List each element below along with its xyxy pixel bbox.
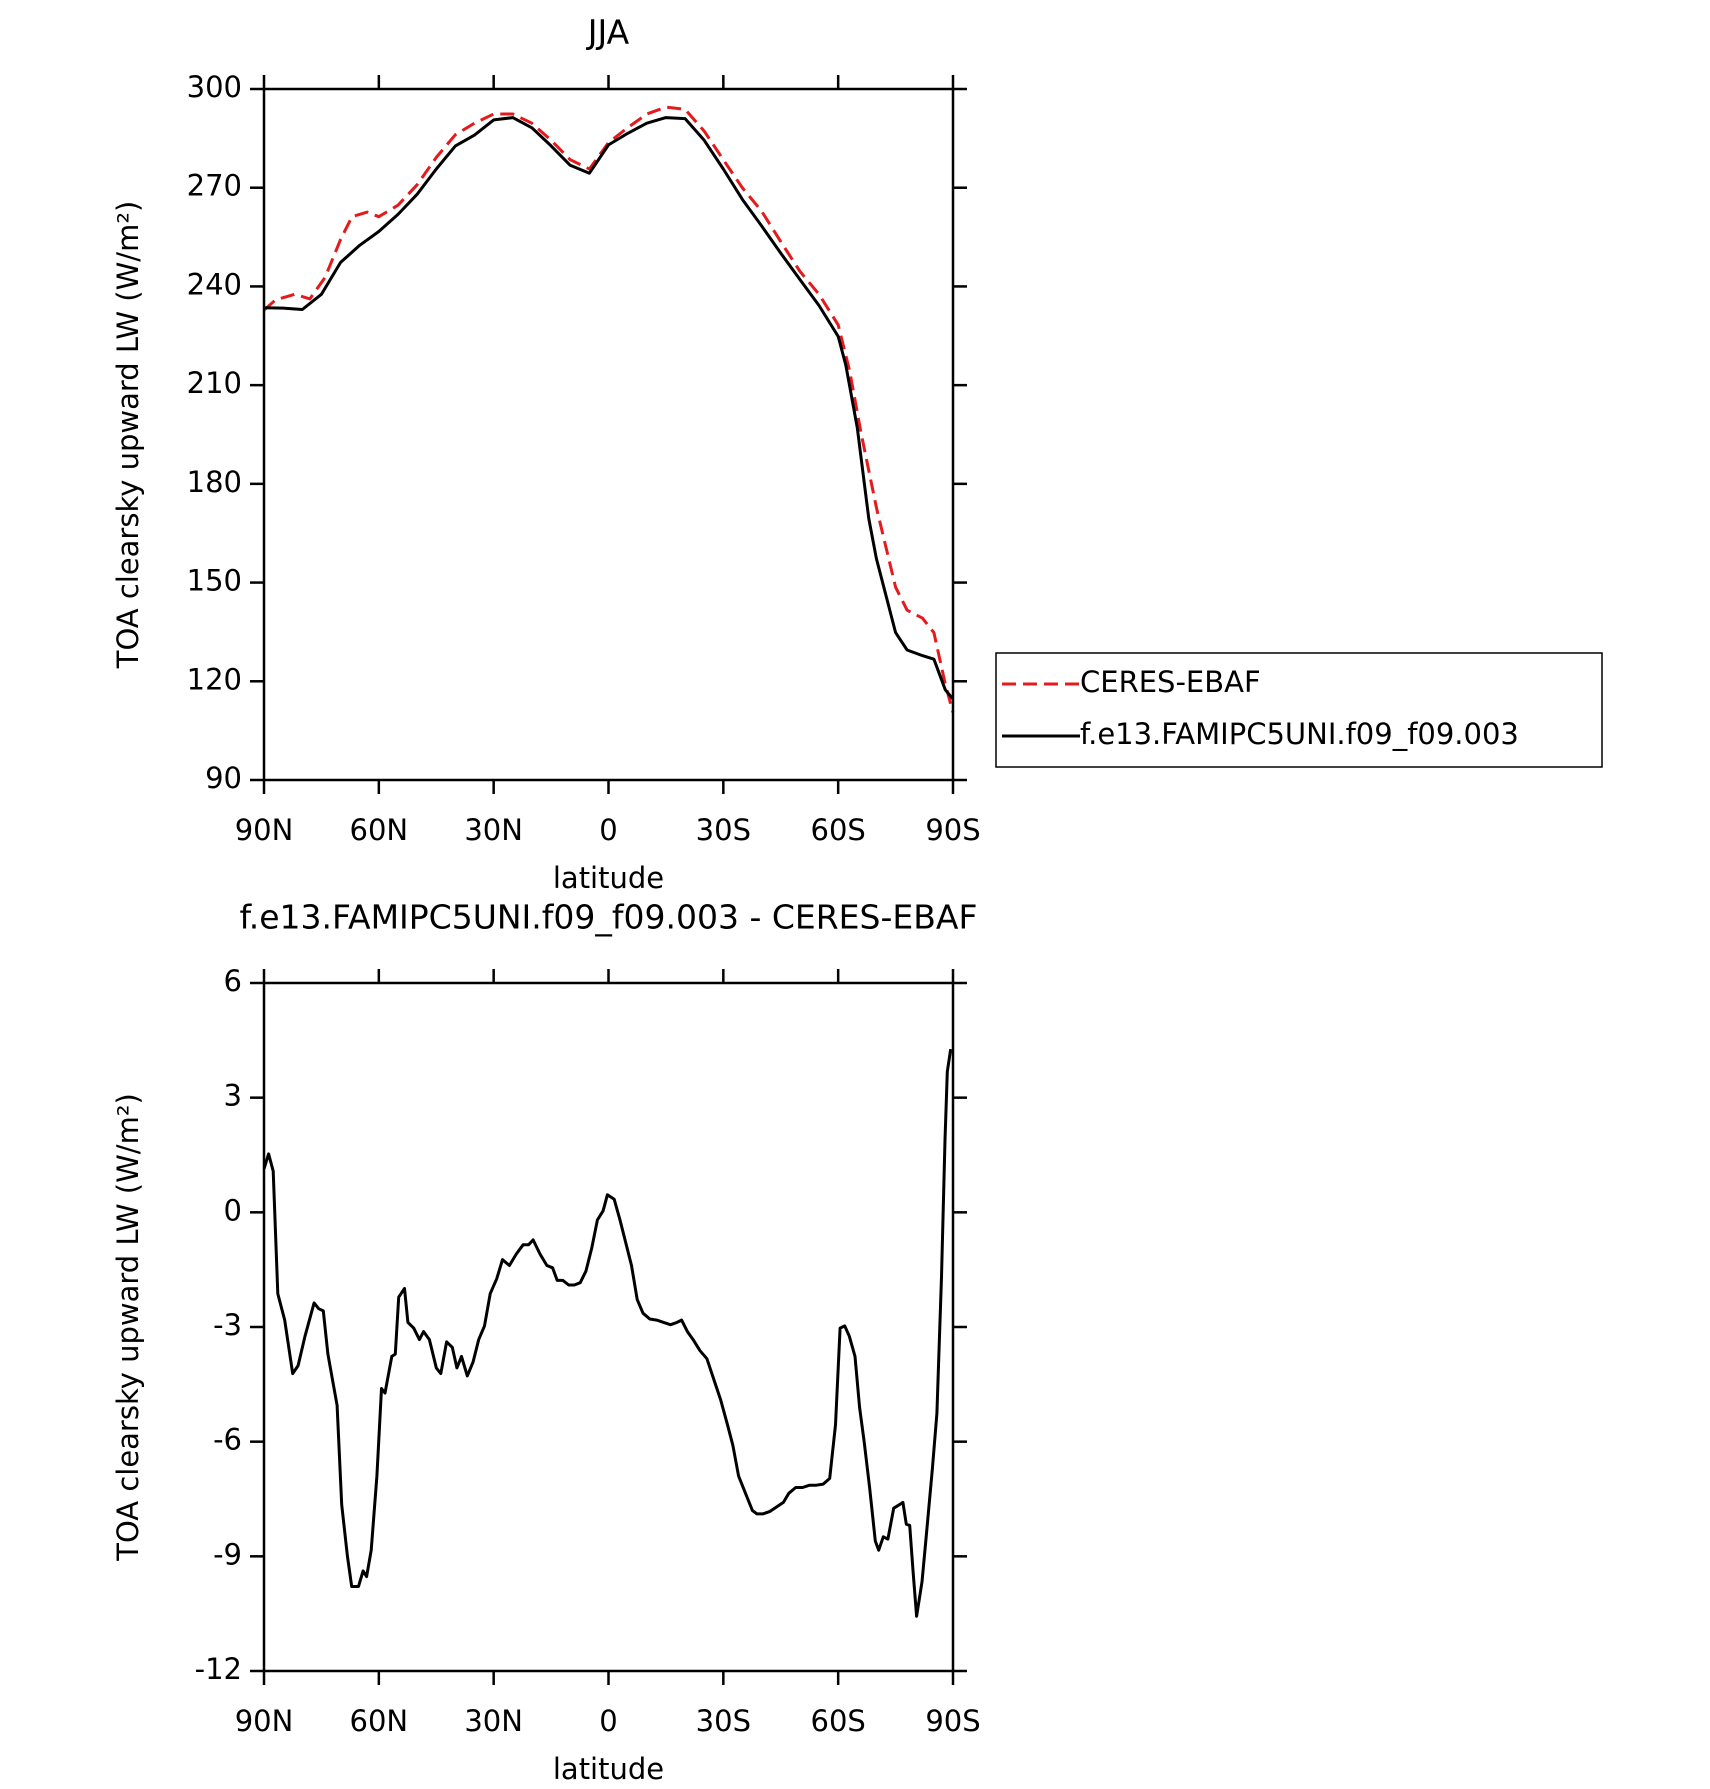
panel: f.e13.FAMIPC5UNI.f09_f09.003 - CERES-EBA… xyxy=(111,898,981,1787)
legend-box xyxy=(995,652,1603,768)
y-tick-label: 0 xyxy=(224,1193,242,1227)
x-tick-label: 90S xyxy=(925,813,980,847)
y-tick-label: 120 xyxy=(187,662,242,696)
x-tick-label: 60N xyxy=(350,813,409,847)
x-tick-label: 30S xyxy=(696,1704,751,1738)
x-axis-label: latitude xyxy=(553,861,664,895)
y-tick-label: 270 xyxy=(187,169,242,203)
y-tick-label: 210 xyxy=(187,366,242,400)
legend-label: CERES-EBAF xyxy=(1080,665,1261,699)
x-tick-label: 30N xyxy=(464,1704,523,1738)
x-axis-label: latitude xyxy=(553,1752,664,1786)
y-tick-label: 6 xyxy=(224,964,242,998)
y-tick-label: -12 xyxy=(195,1652,242,1686)
data-line xyxy=(263,116,955,701)
y-tick-label: 150 xyxy=(187,564,242,598)
plot-frame xyxy=(262,87,955,782)
x-tick-label: 60N xyxy=(350,1704,409,1738)
y-tick-label: -6 xyxy=(213,1423,242,1457)
y-tick-label: 90 xyxy=(205,761,242,795)
x-tick-label: 0 xyxy=(599,1704,617,1738)
y-tick-label: 240 xyxy=(187,267,242,301)
x-tick-label: 90N xyxy=(235,813,294,847)
chart-title: f.e13.FAMIPC5UNI.f09_f09.003 - CERES-EBA… xyxy=(240,898,978,937)
y-axis-label: TOA clearsky upward LW (W/m²) xyxy=(111,201,145,670)
y-tick-label: 3 xyxy=(224,1079,242,1113)
chart-title: JJA xyxy=(586,13,630,52)
x-tick-label: 30S xyxy=(696,813,751,847)
x-tick-label: 30N xyxy=(464,813,523,847)
panel: JJA 90 120 150 180 210 240 270 300 90N 60N 30N 0 30S 6… xyxy=(111,13,1603,895)
data-line xyxy=(262,1048,953,1618)
y-tick-label: 300 xyxy=(187,70,242,104)
x-tick-label: 90S xyxy=(925,1704,980,1738)
y-tick-label: 180 xyxy=(187,465,242,499)
x-tick-label: 60S xyxy=(811,1704,866,1738)
y-tick-label: -3 xyxy=(213,1308,242,1342)
data-line xyxy=(263,105,955,713)
legend-label: f.e13.FAMIPC5UNI.f09_f09.003 xyxy=(1080,717,1519,751)
y-tick-label: -9 xyxy=(213,1537,242,1571)
x-tick-label: 90N xyxy=(235,1704,294,1738)
y-axis-label: TOA clearsky upward LW (W/m²) xyxy=(111,1093,145,1562)
x-tick-label: 60S xyxy=(811,813,866,847)
x-tick-label: 0 xyxy=(599,813,617,847)
